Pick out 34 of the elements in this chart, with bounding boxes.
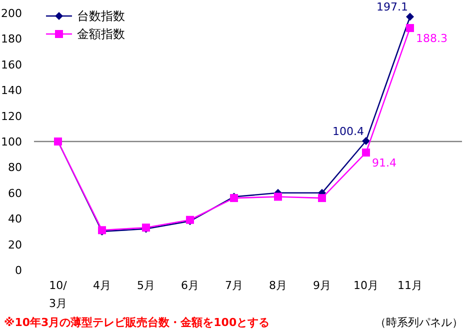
text: ※10年3月の薄型テレビ販売台数・金額を100とする	[4, 316, 270, 329]
text: （時系列パネル）	[375, 316, 463, 329]
x-tick-label: 10月	[354, 279, 378, 292]
x-tick-label: 7月	[225, 279, 243, 292]
data-label: 188.3	[416, 32, 448, 46]
x-tick-label: 9月	[313, 279, 331, 292]
x-tick-label: 10/3月	[49, 279, 68, 310]
y-tick-label: 60	[8, 186, 22, 200]
point	[406, 12, 414, 21]
y-tick-label: 120	[1, 110, 22, 123]
y-tick-label: 140	[1, 84, 22, 98]
data-label: 100.4	[332, 124, 364, 138]
x-tick-label: 6月	[181, 279, 199, 292]
x-tick-label: 11月	[398, 279, 422, 292]
y-tick-label: 160	[1, 58, 22, 72]
point	[318, 194, 326, 202]
y-tick-label: 200	[1, 7, 22, 20]
legend-label: 台数指数	[77, 9, 125, 23]
y-tick-label: 0	[15, 264, 22, 277]
x-tick-label: 8月	[269, 279, 287, 292]
y-tick-label: 100	[1, 136, 22, 148]
y-tick-label: 20	[8, 238, 22, 252]
point	[274, 192, 282, 201]
data-label: 91.4	[372, 156, 396, 170]
point	[362, 136, 370, 145]
point	[406, 24, 414, 32]
y-tick-label: 80	[8, 161, 22, 174]
y-tick-label: 180	[1, 32, 22, 46]
y-tick-label: 40	[8, 212, 22, 226]
legend-label: 金額指数	[77, 27, 125, 41]
point	[362, 148, 370, 157]
data-label: 197.1	[376, 0, 408, 14]
x-tick-label: 5月	[137, 279, 155, 292]
x-tick-label: 4月	[93, 279, 111, 292]
